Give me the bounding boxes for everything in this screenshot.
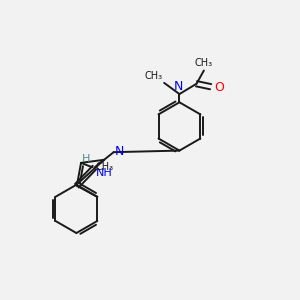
Text: N: N (115, 145, 124, 158)
Text: N: N (174, 80, 183, 93)
Text: H: H (82, 154, 90, 164)
Text: CH₃: CH₃ (96, 162, 114, 172)
Text: CH₃: CH₃ (145, 71, 163, 81)
Text: O: O (214, 81, 224, 94)
Text: NH: NH (96, 168, 112, 178)
Text: CH₃: CH₃ (195, 58, 213, 68)
